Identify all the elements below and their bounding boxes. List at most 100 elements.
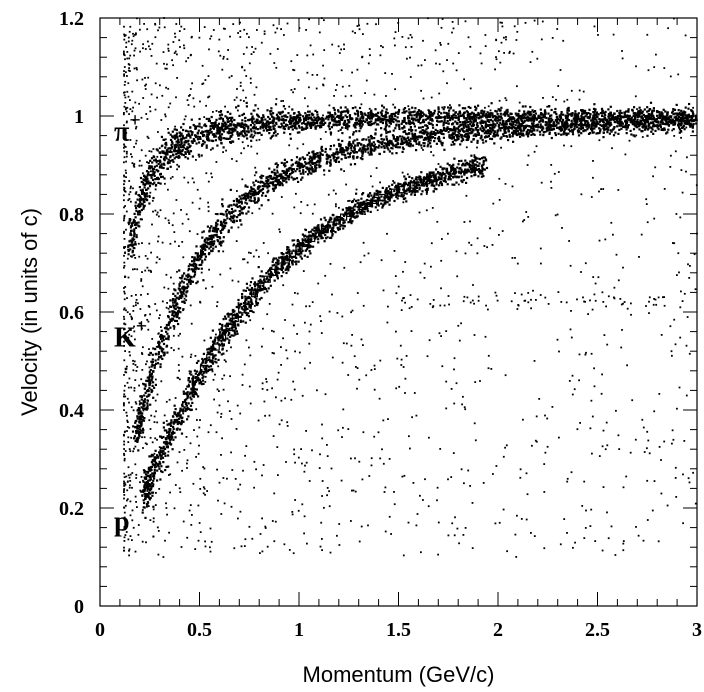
kaon-point bbox=[651, 122, 654, 125]
kaon-point bbox=[530, 130, 533, 133]
pion-point bbox=[153, 165, 156, 168]
pion-point bbox=[220, 128, 223, 131]
kaon-point bbox=[231, 220, 234, 223]
pion-point bbox=[173, 157, 176, 160]
pion-point bbox=[333, 117, 337, 120]
kaon-point bbox=[503, 127, 506, 130]
kaon-point bbox=[154, 383, 157, 386]
kaon-point bbox=[150, 365, 153, 368]
kaon-point bbox=[313, 164, 317, 167]
proton-point bbox=[297, 260, 300, 263]
pion-point bbox=[159, 151, 162, 154]
kaon-point bbox=[318, 157, 322, 160]
pion-point bbox=[270, 135, 273, 138]
pion-point bbox=[403, 125, 406, 128]
pion-point bbox=[268, 117, 271, 120]
kaon-point bbox=[260, 204, 263, 207]
pion-point bbox=[200, 144, 204, 147]
pion-point bbox=[447, 122, 450, 125]
pion-point bbox=[429, 118, 432, 121]
pion-point bbox=[648, 113, 651, 116]
proton-point bbox=[146, 471, 150, 474]
pion-point bbox=[496, 113, 499, 116]
kaon-point bbox=[184, 294, 187, 297]
kaon-point bbox=[604, 128, 607, 131]
kaon-point bbox=[679, 113, 682, 116]
kaon-point bbox=[429, 131, 432, 134]
kaon-point bbox=[206, 242, 209, 245]
pion-point bbox=[284, 125, 287, 128]
kaon-point bbox=[281, 177, 284, 180]
pion-point bbox=[294, 119, 297, 122]
kaon-point bbox=[409, 145, 412, 148]
pion-point bbox=[369, 120, 372, 124]
pion-point bbox=[515, 114, 518, 117]
pion-point bbox=[375, 118, 378, 121]
kaon-point bbox=[171, 298, 175, 301]
pion-point bbox=[212, 122, 215, 125]
kaon-point bbox=[177, 287, 180, 290]
kaon-point bbox=[500, 123, 503, 126]
kaon-point bbox=[159, 356, 162, 359]
proton-point bbox=[174, 408, 177, 411]
kaon-point bbox=[651, 114, 655, 117]
kaon-point bbox=[183, 301, 186, 304]
pion-point bbox=[461, 114, 464, 117]
pion-point bbox=[379, 117, 382, 120]
pion-point bbox=[638, 109, 641, 112]
pion-point bbox=[239, 124, 242, 127]
kaon-point bbox=[582, 119, 585, 122]
proton-point bbox=[457, 163, 460, 166]
pion-point bbox=[382, 119, 385, 122]
pion-point bbox=[440, 116, 443, 119]
pion-point bbox=[574, 118, 577, 121]
pion-point bbox=[165, 153, 168, 156]
kaon-point bbox=[267, 175, 270, 178]
kaon-point bbox=[179, 294, 182, 298]
pion-point bbox=[377, 116, 381, 119]
pion-point bbox=[539, 119, 542, 122]
kaon-point bbox=[486, 119, 489, 122]
kaon-point bbox=[481, 138, 484, 141]
kaon-point bbox=[433, 131, 436, 134]
kaon-point bbox=[141, 418, 144, 421]
pion-point bbox=[324, 121, 327, 124]
pion-point bbox=[408, 111, 411, 114]
pion-point bbox=[316, 121, 319, 125]
pion-point bbox=[367, 114, 370, 117]
pion-point bbox=[254, 120, 257, 123]
kaon-point bbox=[395, 152, 398, 155]
kaon-point bbox=[204, 258, 207, 261]
kaon-point bbox=[548, 122, 551, 125]
kaon-point bbox=[154, 353, 158, 356]
kaon-point bbox=[391, 134, 395, 137]
kaon-point bbox=[233, 221, 236, 224]
kaon-point bbox=[264, 194, 267, 197]
kaon-point bbox=[427, 143, 430, 146]
pion-point bbox=[690, 116, 693, 119]
kaon-point bbox=[491, 124, 494, 127]
kaon-point bbox=[427, 132, 430, 135]
pion-point bbox=[217, 132, 220, 135]
pion-point bbox=[207, 133, 210, 136]
kaon-point bbox=[193, 256, 196, 259]
kaon-point bbox=[517, 121, 520, 124]
pion-point bbox=[644, 119, 647, 122]
proton-point bbox=[202, 365, 205, 368]
kaon-point bbox=[401, 150, 404, 153]
pion-point bbox=[523, 121, 526, 124]
kaon-point bbox=[181, 286, 184, 289]
pion-point bbox=[418, 118, 421, 121]
pion-point bbox=[405, 110, 408, 113]
kaon-point bbox=[652, 132, 655, 135]
pion-point bbox=[185, 129, 188, 133]
proton-point bbox=[443, 172, 446, 176]
pion-point bbox=[307, 116, 310, 119]
kaon-point bbox=[575, 121, 578, 124]
kaon-point bbox=[578, 124, 581, 127]
kaon-point bbox=[565, 133, 568, 137]
pion-point bbox=[580, 110, 584, 113]
pion-point bbox=[524, 117, 527, 120]
pion-point bbox=[179, 134, 182, 137]
proton-point bbox=[235, 330, 238, 333]
